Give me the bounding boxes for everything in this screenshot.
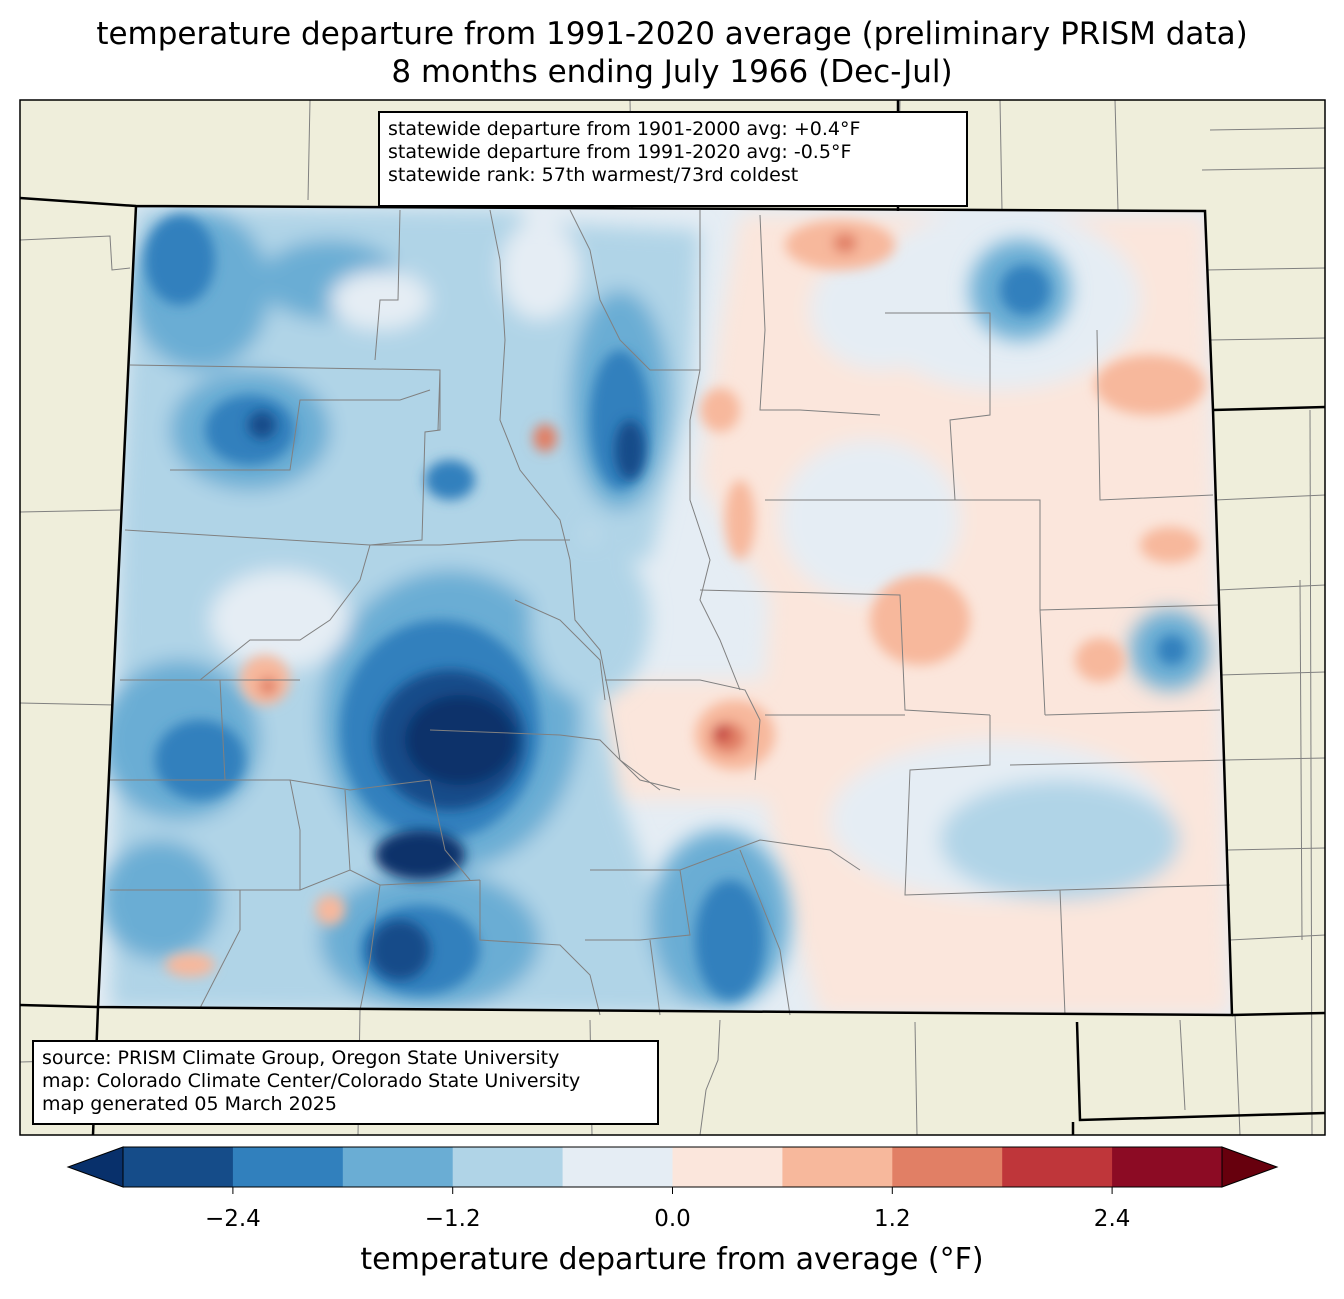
source-credit-box: source: PRISM Climate Group, Oregon Stat… xyxy=(32,1040,659,1125)
source-line: source: PRISM Climate Group, Oregon Stat… xyxy=(42,1047,560,1069)
colorbar-tick-label: 2.4 xyxy=(1093,1206,1131,1232)
map-title-line-2: 8 months ending July 1966 (Dec-Jul) xyxy=(391,54,953,90)
colorbar-label: temperature departure from average (°F) xyxy=(360,1242,984,1277)
colorbar-bin xyxy=(672,1147,783,1187)
colorbar-tick-label: 0.0 xyxy=(654,1206,691,1232)
colorbar-extend-high xyxy=(1221,1146,1279,1188)
stats-rank: statewide rank: 57th warmest/73rd coldes… xyxy=(388,164,799,186)
map-title-line-1: temperature departure from 1991-2020 ave… xyxy=(96,16,1248,52)
colorbar-bin xyxy=(342,1147,454,1187)
statewide-stats-box: statewide departure from 1901-2000 avg: … xyxy=(378,111,968,207)
state-borders xyxy=(19,100,1326,1136)
colorbar xyxy=(66,1146,1279,1194)
colorbar-bin xyxy=(123,1147,234,1187)
stats-departure-1901-2000: statewide departure from 1901-2000 avg: … xyxy=(388,118,861,140)
colorbar-tick-label: −1.2 xyxy=(424,1206,481,1232)
temperature-field xyxy=(98,206,1232,1015)
colorbar-bin xyxy=(452,1147,564,1187)
colorado-county-lines xyxy=(110,209,1231,1016)
colorbar-bin xyxy=(562,1147,673,1187)
colorbar-bin xyxy=(782,1147,893,1187)
map-credit-line: map: Colorado Climate Center/Colorado St… xyxy=(42,1070,581,1092)
colorbar-bin xyxy=(232,1147,344,1187)
stats-departure-1991-2020: statewide departure from 1991-2020 avg: … xyxy=(388,141,852,163)
colorbar-tick-label: −2.4 xyxy=(204,1206,261,1232)
colorbar-bin xyxy=(892,1147,1003,1187)
generated-date-line: map generated 05 March 2025 xyxy=(42,1093,337,1115)
colorbar-bin xyxy=(1112,1147,1223,1187)
colorbar-bin xyxy=(1002,1147,1113,1187)
colorbar-tick-label: 1.2 xyxy=(874,1206,911,1232)
colorbar-extend-low xyxy=(66,1146,124,1188)
